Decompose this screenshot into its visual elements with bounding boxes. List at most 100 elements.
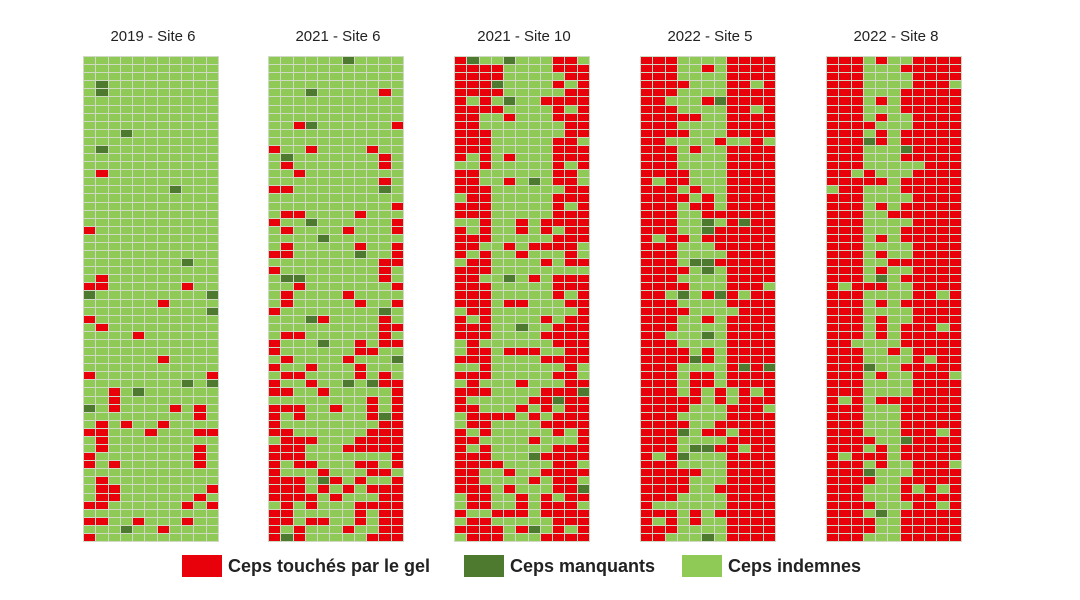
vine-cell	[133, 194, 145, 202]
vine-cell	[739, 137, 751, 145]
vine-cell	[528, 396, 540, 404]
vine-cell	[540, 226, 553, 234]
vine-cell	[133, 525, 145, 533]
vine-cell	[305, 517, 318, 525]
vine-cell	[206, 356, 218, 364]
vine-cell	[491, 428, 504, 436]
vine-cell	[714, 137, 726, 145]
vine-cell	[133, 162, 145, 170]
vine-cell	[751, 364, 763, 372]
vine-cell	[540, 218, 553, 226]
vine-cell	[206, 186, 218, 194]
vine-cell	[937, 137, 949, 145]
vine-cell	[145, 509, 157, 517]
vine-cell	[318, 81, 330, 89]
vine-cell	[577, 234, 589, 242]
vine-cell	[293, 493, 305, 501]
vine-cell	[391, 113, 403, 121]
vine-cell	[182, 412, 194, 420]
vine-cell	[342, 259, 354, 267]
vine-cell	[342, 105, 354, 113]
vine-cell	[665, 348, 677, 356]
vine-cell	[763, 178, 775, 186]
vine-cell	[194, 267, 206, 275]
vine-cell	[269, 170, 281, 178]
vine-cell	[912, 428, 925, 436]
vine-cell	[641, 105, 653, 113]
vine-cell	[169, 162, 182, 170]
vine-cell	[504, 339, 516, 347]
vine-cell	[157, 226, 169, 234]
vine-cell	[133, 291, 145, 299]
vine-cell	[194, 533, 206, 541]
vine-cell	[839, 283, 851, 291]
vine-cell	[293, 170, 305, 178]
vine-cell	[379, 97, 391, 105]
vine-cell	[827, 81, 839, 89]
vine-cell	[751, 501, 763, 509]
vine-cell	[145, 137, 157, 145]
vine-cell	[925, 364, 937, 372]
vine-cell	[937, 145, 949, 153]
vine-cell	[391, 453, 403, 461]
vine-cell	[269, 81, 281, 89]
vine-cell	[863, 186, 876, 194]
vine-cell	[876, 121, 888, 129]
vine-cell	[455, 73, 467, 81]
vine-cell	[379, 404, 391, 412]
vine-cell	[330, 445, 342, 453]
vine-cell	[726, 356, 739, 364]
vine-cell	[516, 283, 528, 291]
vine-cell	[84, 315, 96, 323]
vine-cell	[665, 251, 677, 259]
vine-cell	[379, 251, 391, 259]
vine-cell	[391, 445, 403, 453]
legend-label: Ceps manquants	[510, 555, 656, 576]
vine-cell	[455, 331, 467, 339]
vine-cell	[342, 178, 354, 186]
vine-cell	[677, 81, 690, 89]
vine-cell	[739, 533, 751, 541]
vine-cell	[479, 307, 491, 315]
vine-cell	[739, 267, 751, 275]
vine-cell	[839, 339, 851, 347]
vine-cell	[491, 339, 504, 347]
vine-cell	[876, 259, 888, 267]
vine-cell	[169, 65, 182, 73]
vine-cell	[84, 485, 96, 493]
vine-cell	[876, 404, 888, 412]
vine-cell	[702, 267, 714, 275]
vine-cell	[641, 226, 653, 234]
vine-cell	[641, 501, 653, 509]
vine-cell	[182, 129, 194, 137]
vine-cell	[479, 533, 491, 541]
vine-cell	[367, 218, 379, 226]
vine-cell	[739, 170, 751, 178]
vine-cell	[354, 170, 367, 178]
vine-cell	[379, 517, 391, 525]
vine-cell	[863, 113, 876, 121]
vine-cell	[157, 339, 169, 347]
vine-cell	[565, 436, 577, 444]
vine-cell	[690, 105, 702, 113]
vine-cell	[925, 251, 937, 259]
vine-cell	[133, 533, 145, 541]
vine-cell	[641, 323, 653, 331]
vine-cell	[479, 469, 491, 477]
vine-cell	[479, 234, 491, 242]
vine-cell	[863, 493, 876, 501]
vine-cell	[540, 533, 553, 541]
vine-cell	[739, 121, 751, 129]
vine-cell	[714, 234, 726, 242]
vine-cell	[182, 242, 194, 250]
vine-cell	[108, 194, 120, 202]
vine-cell	[912, 145, 925, 153]
vine-cell	[133, 97, 145, 105]
vine-cell	[379, 226, 391, 234]
vine-cell	[714, 129, 726, 137]
vine-cell	[888, 251, 900, 259]
vine-cell	[912, 509, 925, 517]
vine-cell	[876, 445, 888, 453]
vine-cell	[751, 145, 763, 153]
vine-cell	[479, 501, 491, 509]
